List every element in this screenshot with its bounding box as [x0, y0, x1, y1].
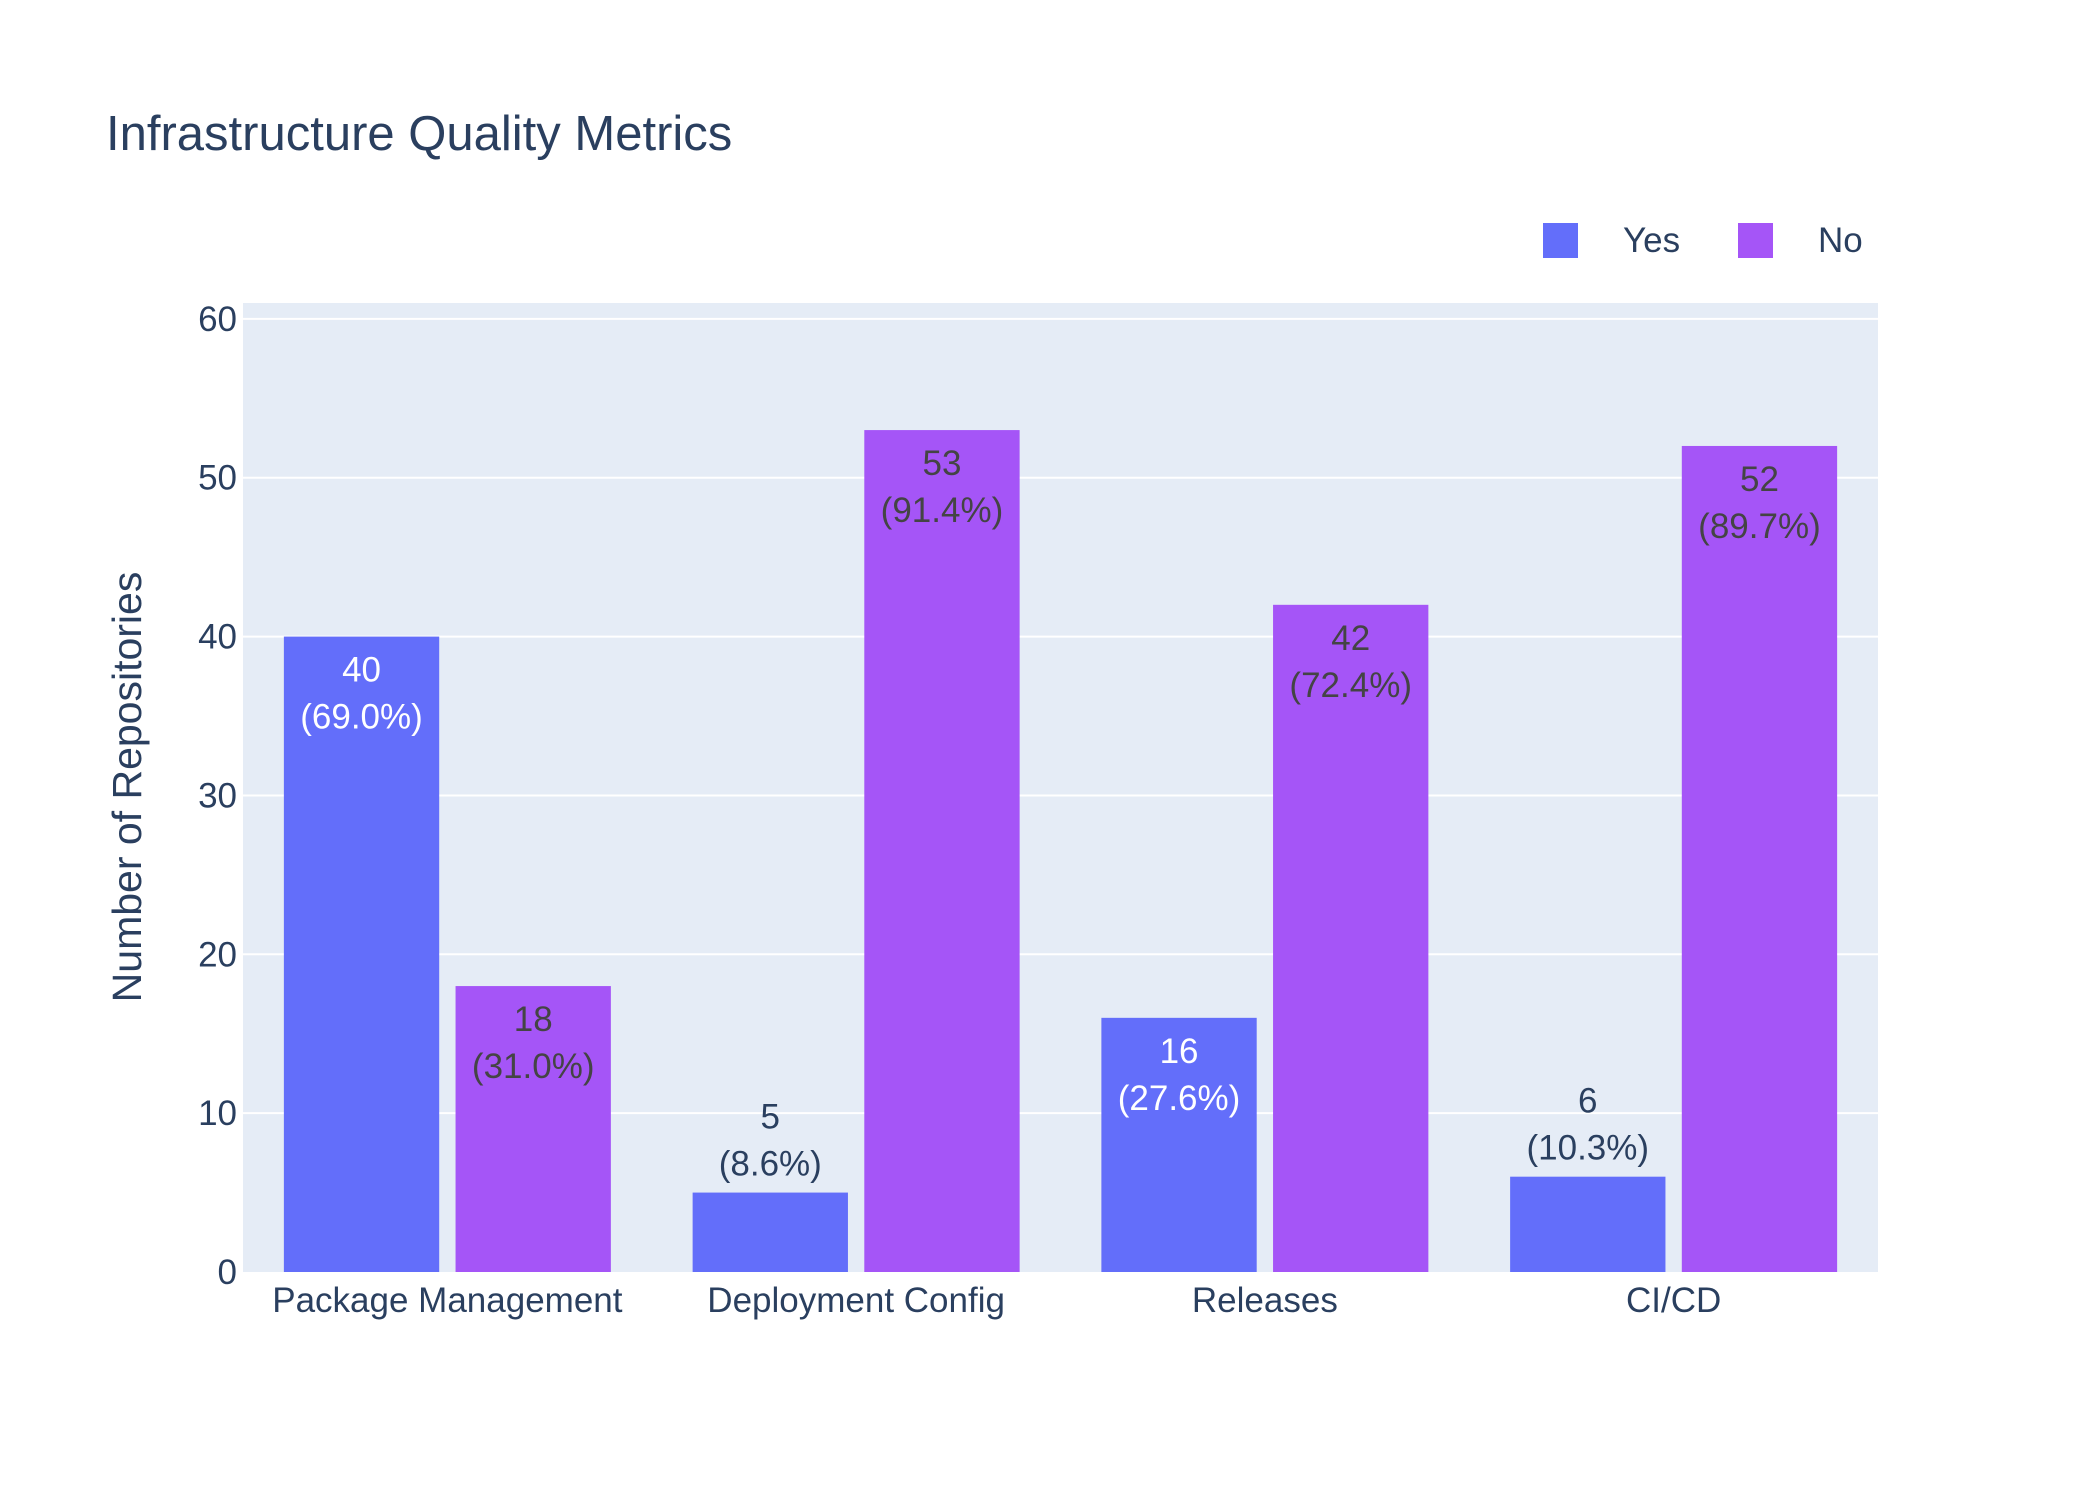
bars: 40 (69.0%) 18 (31.0%) 5 (8.6%) 53 (91.4%) 16 (27.…	[283, 430, 1838, 1272]
bar-value-label-no-1: 53	[922, 444, 961, 483]
bar-percent-label-no-0: (31.0%)	[472, 1047, 595, 1086]
y-tick-label-1: 10	[198, 1094, 237, 1133]
y-tick-label-4: 40	[198, 618, 237, 657]
x-axis-ticks: Package Management Deployment Config Relea…	[272, 1281, 1721, 1320]
bar-percent-label-yes-1: (8.6%)	[719, 1145, 822, 1184]
bar-percent-label-yes-3: (10.3%)	[1527, 1129, 1650, 1168]
legend-label-yes: Yes	[1623, 221, 1680, 260]
bar-yes-1	[692, 1192, 848, 1272]
bar-no-0	[455, 986, 611, 1272]
x-tick-label-2: Releases	[1192, 1281, 1338, 1320]
legend-swatch-yes	[1543, 223, 1578, 258]
bar-yes-2	[1101, 1017, 1257, 1272]
y-tick-label-2: 20	[198, 935, 237, 974]
y-axis-title: Number of Repositories	[104, 572, 150, 1003]
bar-value-label-no-3: 52	[1740, 460, 1779, 499]
legend-label-no: No	[1818, 221, 1863, 260]
bar-no-2	[1273, 604, 1429, 1272]
legend-swatch-no	[1738, 223, 1773, 258]
x-tick-label-3: CI/CD	[1626, 1281, 1721, 1320]
bar-percent-label-yes-2: (27.6%)	[1118, 1079, 1241, 1118]
bar-value-label-yes-0: 40	[342, 651, 381, 690]
bar-value-label-yes-1: 5	[761, 1098, 780, 1137]
y-axis-ticks: 0 10 20 30 40 50 60	[198, 300, 237, 1292]
y-tick-label-6: 60	[198, 300, 237, 339]
y-tick-label-0: 0	[218, 1253, 237, 1292]
bar-value-label-no-0: 18	[514, 1000, 553, 1039]
bar-value-label-yes-2: 16	[1160, 1032, 1199, 1071]
bar-no-1	[864, 430, 1020, 1272]
chart-title: Infrastructure Quality Metrics	[106, 107, 732, 161]
x-tick-label-1: Deployment Config	[707, 1281, 1005, 1320]
bar-percent-label-yes-0: (69.0%)	[300, 698, 423, 737]
y-tick-label-5: 50	[198, 459, 237, 498]
legend: Yes No	[1543, 221, 1863, 260]
bar-value-label-no-2: 42	[1331, 619, 1370, 658]
bar-percent-label-no-3: (89.7%)	[1698, 507, 1821, 546]
bar-yes-0	[283, 636, 440, 1272]
bar-percent-label-no-1: (91.4%)	[881, 491, 1004, 530]
bar-percent-label-no-2: (72.4%)	[1289, 666, 1412, 705]
y-tick-label-3: 30	[198, 776, 237, 815]
bar-value-label-yes-3: 6	[1578, 1082, 1597, 1121]
bar-no-3	[1681, 445, 1838, 1272]
x-tick-label-0: Package Management	[272, 1281, 622, 1320]
bar-yes-3	[1510, 1176, 1666, 1272]
